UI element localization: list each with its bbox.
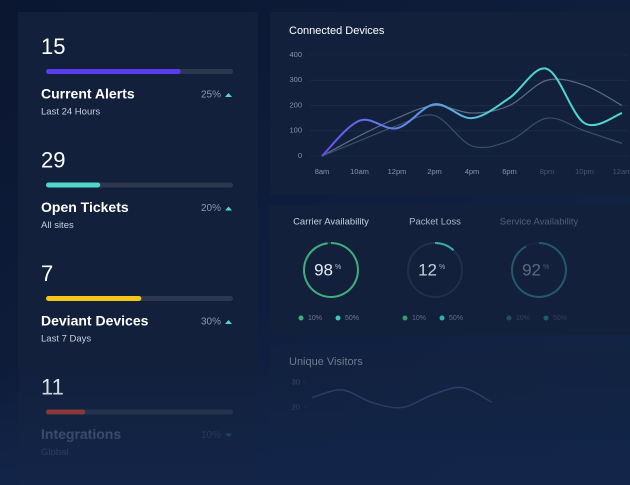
x-tick-label: 12pm [388, 167, 407, 176]
x-tick-label: 10am [350, 167, 369, 176]
chart-title: Connected Devices [289, 25, 385, 37]
stat-value: 7 [41, 261, 53, 286]
legend-label: 50% [553, 315, 567, 322]
stat-change: 30% [201, 317, 221, 328]
legend-dot [439, 315, 445, 321]
stat-label: Open Tickets [41, 199, 129, 215]
progress-bar [46, 182, 101, 188]
progress-bar [46, 409, 86, 415]
x-tick-label: 10pm [575, 167, 594, 176]
gauge-title: Carrier Availability [293, 217, 369, 228]
y-tick-label: 300 [289, 75, 302, 84]
y-tick-label: 0 [298, 151, 302, 160]
y-tick-label: 200 [289, 100, 302, 109]
stat-change: 10% [201, 430, 221, 441]
gauge-unit: % [543, 264, 549, 271]
stat-label: Current Alerts [41, 86, 135, 102]
progress-bar [46, 296, 142, 301]
gauge-value: 98 [314, 260, 333, 279]
x-tick-label: 8am [315, 167, 330, 176]
stat-value: 15 [41, 34, 65, 59]
legend-dot [298, 315, 304, 321]
y-tick-label: 20 [292, 402, 300, 411]
stat-change: 25% [201, 90, 221, 101]
y-tick-label: 400 [289, 50, 302, 59]
progress-bar [46, 69, 181, 74]
legend-dot [506, 315, 512, 321]
y-tick-label: 100 [289, 126, 302, 135]
x-tick-label: 12am [613, 167, 630, 176]
legend-label: 10% [516, 315, 530, 322]
y-tick-label: 30 [292, 377, 300, 386]
x-tick-label: 2pm [427, 167, 442, 176]
x-tick-label: 4pm [465, 167, 480, 176]
stat-value: 29 [41, 147, 65, 172]
legend-label: 50% [345, 315, 359, 322]
gauge-value: 12 [418, 260, 437, 279]
x-tick-label: 8pm [540, 167, 555, 176]
stat-label: Deviant Devices [41, 313, 149, 329]
gauge-unit: % [439, 264, 445, 271]
gauge-unit: % [335, 264, 341, 271]
gauge-title: Service Availability [500, 217, 579, 228]
legend-label: 50% [449, 315, 463, 322]
legend-label: 10% [412, 315, 426, 322]
stat-label: Integrations [41, 426, 121, 442]
stat-sublabel: Global [41, 447, 68, 458]
stat-change: 20% [201, 203, 221, 214]
stat-value: 11 [41, 374, 64, 399]
gauge-value: 92 [522, 260, 541, 279]
x-tick-label: 6pm [502, 167, 517, 176]
chart-title: Unique Visitors [289, 356, 363, 368]
stat-sublabel: All sites [41, 220, 74, 231]
legend-dot [335, 315, 341, 321]
legend-label: 10% [308, 315, 322, 322]
stat-sublabel: Last 24 Hours [41, 107, 100, 118]
gauge-title: Packet Loss [409, 217, 461, 228]
stat-sublabel: Last 7 Days [41, 334, 91, 345]
legend-dot [402, 315, 408, 321]
legend-dot [543, 315, 549, 321]
